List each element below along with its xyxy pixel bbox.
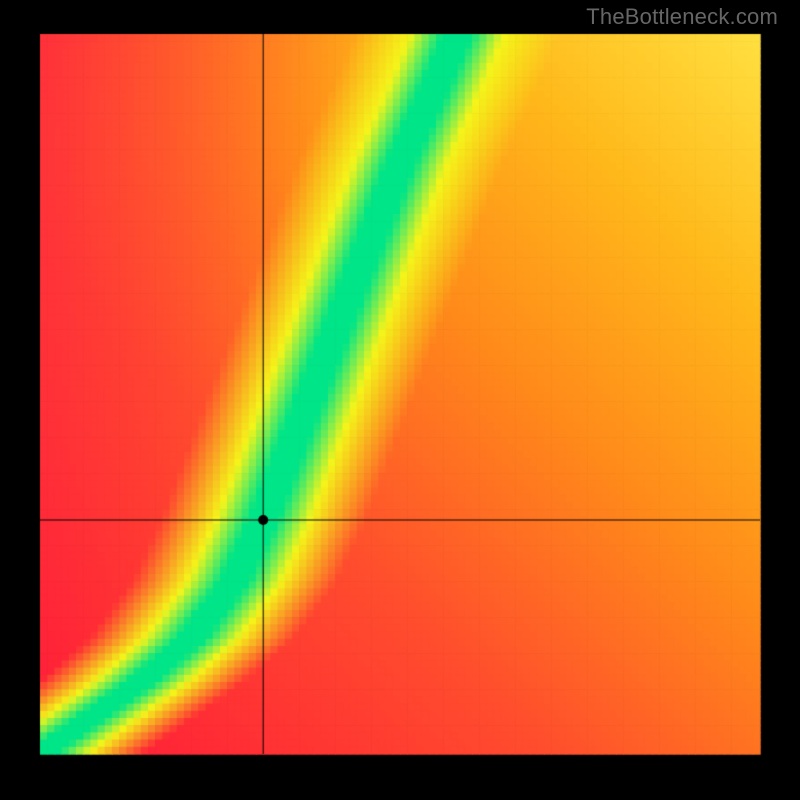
heatmap-canvas: [0, 0, 800, 800]
watermark: TheBottleneck.com: [586, 4, 778, 30]
chart-container: TheBottleneck.com: [0, 0, 800, 800]
